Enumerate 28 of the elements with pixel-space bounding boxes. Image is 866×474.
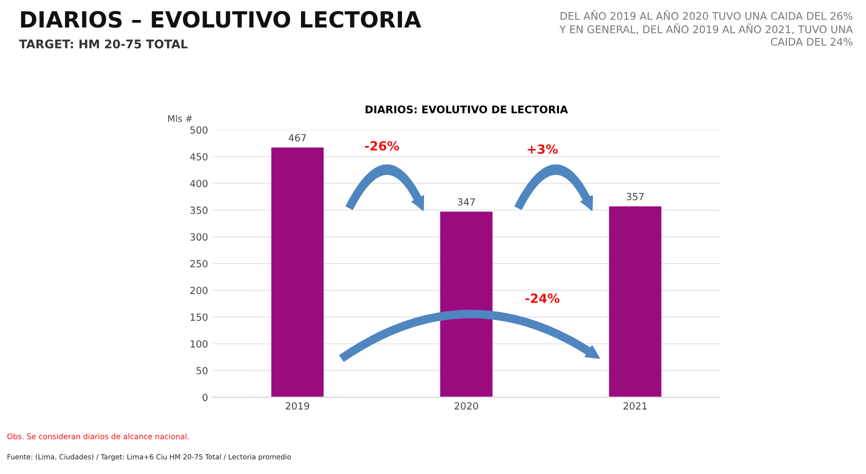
bar bbox=[609, 206, 662, 398]
annotation: -26% bbox=[365, 141, 400, 151]
y-tick-label: 50 bbox=[196, 366, 208, 374]
y-tick-label: 300 bbox=[190, 233, 208, 241]
text: TARGET: HM 20-75 TOTAL bbox=[19, 40, 188, 48]
annotation: +3% bbox=[528, 144, 558, 154]
bar bbox=[271, 148, 324, 398]
y-tick-label: 200 bbox=[190, 286, 208, 294]
y-tick-label: 350 bbox=[190, 206, 208, 214]
text: DEL AÑO 2019 AL AÑO 2020 TUVO UNA CAIDA DEL 26% Y EN GENERAL, DEL AÑO 2019 AL AÑO 2021, TUVO UNA CAIDA DEL 24% bbox=[559, 10, 853, 46]
data-label: 467 bbox=[288, 134, 306, 142]
text: DIARIOS – EVOLUTIVO LECTORIA bbox=[21, 10, 422, 28]
x-tick-label: 2019 bbox=[286, 402, 310, 410]
chart-title: DIARIOS: EVOLUTIVO DE LECTORIA bbox=[366, 105, 568, 114]
annotation: -24% bbox=[525, 294, 560, 303]
y-axis-title: Mls # bbox=[168, 114, 192, 122]
y-tick-label: 100 bbox=[190, 340, 208, 348]
bar bbox=[440, 212, 493, 398]
y-tick-label: 0 bbox=[202, 394, 208, 402]
data-label: 347 bbox=[458, 198, 475, 206]
y-tick-label: 450 bbox=[190, 153, 208, 160]
y-tick-label: 150 bbox=[190, 313, 208, 321]
y-tick-label: 400 bbox=[190, 180, 208, 188]
x-tick-label: 2020 bbox=[454, 402, 478, 410]
x-tick-label: 2021 bbox=[624, 402, 647, 410]
y-tick-label: 250 bbox=[190, 260, 208, 268]
data-label: 357 bbox=[626, 192, 644, 200]
y-tick-label: 500 bbox=[190, 126, 208, 134]
